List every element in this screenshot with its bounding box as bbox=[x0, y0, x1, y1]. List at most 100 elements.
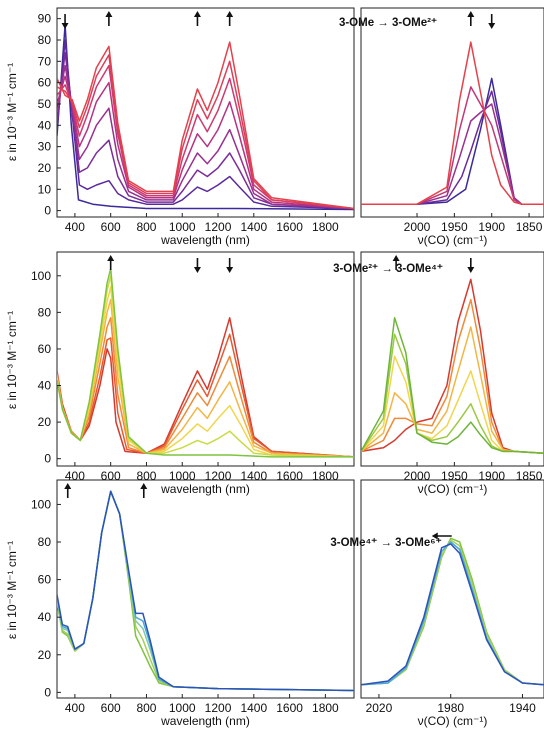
series-line-3 bbox=[361, 541, 544, 686]
series-line-4 bbox=[361, 355, 544, 454]
y-tick-label: 0 bbox=[44, 452, 51, 466]
chart-title: 3-OMe⁴⁺ → 3-OMe⁶⁺ bbox=[330, 537, 441, 549]
series-group bbox=[361, 278, 544, 454]
plot-frame bbox=[360, 7, 544, 218]
arrow-head bbox=[431, 532, 438, 540]
x-tick-label: 1400 bbox=[240, 220, 267, 234]
series-line-1 bbox=[361, 77, 544, 205]
plot-frame bbox=[56, 479, 355, 699]
series-line-6 bbox=[361, 317, 544, 454]
chart-title: 3-OMe → 3-OMe²⁺ bbox=[339, 17, 437, 29]
arrow-head bbox=[467, 267, 475, 273]
y-tick-label: 0 bbox=[44, 685, 51, 699]
series-line-5 bbox=[57, 490, 354, 692]
y-tick-label: 60 bbox=[38, 342, 52, 356]
arrow-head bbox=[467, 11, 475, 17]
y-tick-label: 80 bbox=[38, 535, 52, 549]
y-tick-label: 100 bbox=[31, 269, 51, 283]
x-axis-label: wavelength (nm) bbox=[160, 482, 250, 496]
x-tick-label: 1850 bbox=[516, 220, 543, 234]
x-axis-label: ν(CO) (cm⁻¹) bbox=[418, 482, 488, 496]
series-group bbox=[361, 41, 544, 205]
y-tick-label: 70 bbox=[38, 54, 52, 68]
y-tick-label: 50 bbox=[38, 97, 52, 111]
panel-2: 2000 1950 1900 1850 ν(CO) (cm⁻¹) bbox=[360, 7, 544, 247]
plot-frame bbox=[360, 479, 544, 699]
y-tick-label: 60 bbox=[38, 76, 52, 90]
arrow-head bbox=[140, 483, 148, 489]
series-group bbox=[57, 24, 354, 211]
x-tick-label: 1000 bbox=[169, 220, 196, 234]
y-tick-label: 10 bbox=[38, 182, 52, 196]
arrow-head bbox=[105, 11, 113, 17]
x-tick-label: 400 bbox=[65, 469, 85, 483]
x-tick-label: 1800 bbox=[312, 469, 339, 483]
y-axis-label: ε in 10⁻³ M⁻¹ cm⁻¹ bbox=[5, 311, 19, 409]
panel-5: 400 600 800 1000 1200 1400 1600 1800 0 20 40 60 80 10… bbox=[5, 479, 442, 728]
series-group bbox=[57, 490, 354, 692]
arrow-head bbox=[226, 11, 234, 17]
x-tick-label: 1850 bbox=[516, 469, 543, 483]
y-tick-label: 80 bbox=[38, 305, 52, 319]
arrow-head bbox=[107, 255, 115, 261]
x-tick-label: 1400 bbox=[240, 469, 267, 483]
y-tick-label: 40 bbox=[38, 610, 52, 624]
x-axis-label: ν(CO) (cm⁻¹) bbox=[418, 714, 488, 728]
x-tick-label: 600 bbox=[101, 220, 121, 234]
arrow-head bbox=[488, 23, 496, 29]
x-tick-label: 1940 bbox=[509, 701, 536, 715]
y-tick-label: 0 bbox=[44, 204, 51, 218]
series-line-5 bbox=[57, 75, 354, 210]
panel-1: 400 600 800 1000 1200 1400 1600 1800 0 10 20 30 40 50… bbox=[5, 7, 437, 247]
y-tick-label: 20 bbox=[38, 161, 52, 175]
series-group bbox=[361, 537, 544, 686]
chart-title: 3-OMe²⁺ → 3-OMe⁴⁺ bbox=[333, 263, 443, 275]
series-line-1 bbox=[361, 537, 544, 686]
y-tick-label: 20 bbox=[38, 415, 52, 429]
series-line-2 bbox=[57, 490, 354, 692]
series-line-2 bbox=[361, 539, 544, 686]
y-tick-label: 40 bbox=[38, 379, 52, 393]
y-tick-label: 40 bbox=[38, 118, 52, 132]
series-line-6 bbox=[57, 64, 354, 210]
x-tick-label: 800 bbox=[136, 220, 156, 234]
x-tick-label: 1900 bbox=[478, 469, 505, 483]
arrow-head bbox=[392, 255, 400, 261]
x-tick-label: 1400 bbox=[240, 701, 267, 715]
series-line-7 bbox=[57, 54, 354, 210]
x-tick-label: 800 bbox=[136, 469, 156, 483]
series-group bbox=[57, 267, 354, 458]
series-line-8 bbox=[57, 41, 354, 210]
x-tick-label: 600 bbox=[101, 701, 121, 715]
arrow-head bbox=[193, 11, 201, 17]
x-tick-label: 800 bbox=[136, 701, 156, 715]
y-tick-label: 20 bbox=[38, 648, 52, 662]
series-line-7 bbox=[57, 267, 354, 458]
panel-4: 2000 1950 1900 1850 ν(CO) (cm⁻¹) bbox=[360, 251, 544, 496]
series-line-1 bbox=[57, 490, 354, 692]
arrow-head bbox=[226, 267, 234, 273]
plot-frame bbox=[56, 7, 355, 218]
series-line-4 bbox=[361, 543, 544, 686]
x-axis-label: ν(CO) (cm⁻¹) bbox=[418, 233, 488, 247]
x-tick-label: 400 bbox=[65, 701, 85, 715]
plot-frame bbox=[56, 251, 355, 467]
series-line-3 bbox=[361, 326, 544, 454]
x-tick-label: 1000 bbox=[169, 469, 196, 483]
x-tick-label: 2000 bbox=[404, 469, 431, 483]
series-line-4 bbox=[57, 64, 354, 210]
x-tick-label: 600 bbox=[101, 469, 121, 483]
panel-3: 400 600 800 1000 1200 1400 1600 1800 0 20 40 60 80 10… bbox=[5, 251, 443, 496]
x-tick-label: 1200 bbox=[205, 220, 232, 234]
x-tick-label: 1950 bbox=[441, 220, 468, 234]
series-line-2 bbox=[361, 298, 544, 454]
arrow-head bbox=[64, 483, 72, 489]
x-tick-label: 1600 bbox=[276, 220, 303, 234]
arrow-head bbox=[193, 267, 201, 273]
x-tick-label: 400 bbox=[65, 220, 85, 234]
x-tick-label: 1950 bbox=[441, 469, 468, 483]
series-line-4 bbox=[57, 490, 354, 692]
x-tick-label: 1000 bbox=[169, 701, 196, 715]
y-tick-label: 100 bbox=[31, 497, 51, 511]
